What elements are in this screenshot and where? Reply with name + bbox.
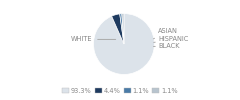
Text: BLACK: BLACK <box>153 43 180 49</box>
Legend: 93.3%, 4.4%, 1.1%, 1.1%: 93.3%, 4.4%, 1.1%, 1.1% <box>60 85 180 97</box>
Wedge shape <box>112 14 124 44</box>
Wedge shape <box>120 14 124 44</box>
Text: WHITE: WHITE <box>71 36 116 42</box>
Text: ASIAN: ASIAN <box>153 28 178 39</box>
Wedge shape <box>122 14 124 44</box>
Text: HISPANIC: HISPANIC <box>154 36 188 42</box>
Wedge shape <box>94 14 154 74</box>
